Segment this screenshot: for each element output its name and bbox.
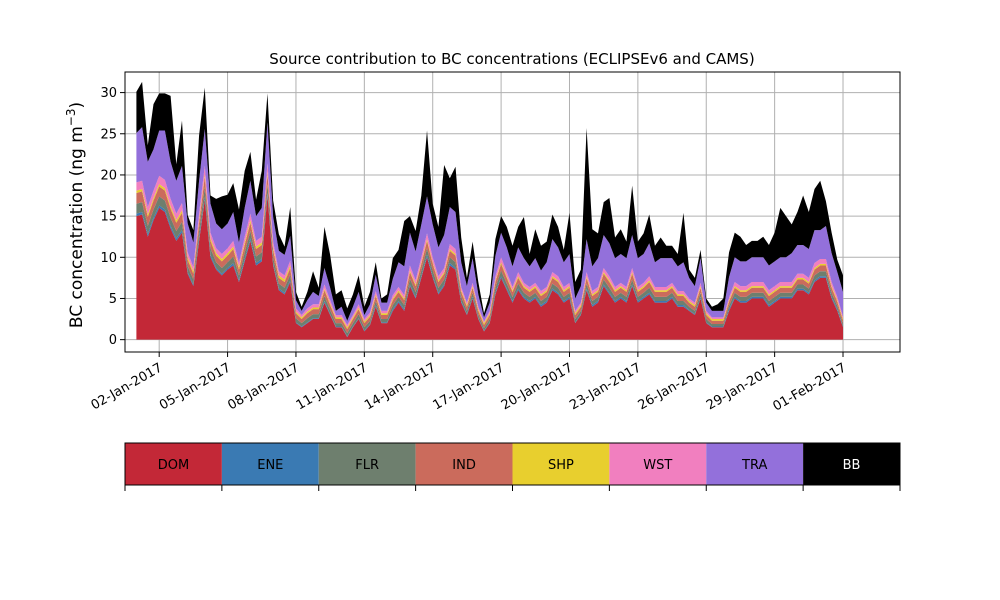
legend-swatch-shp — [512, 443, 610, 485]
x-tick-label: 08-Jan-2017 — [225, 360, 302, 413]
y-axis-label: BC concentration (ng m−3) — [64, 102, 87, 328]
x-tick-label: 29-Jan-2017 — [704, 360, 781, 413]
stacked-area-series — [136, 81, 844, 340]
y-tick-label: 15 — [100, 210, 117, 225]
legend-label-ind: IND — [452, 458, 476, 473]
y-axis-ticks: 0 5 10 15 20 25 30 — [100, 86, 125, 348]
y-tick-label: 5 — [109, 292, 117, 307]
area-series-dom — [136, 195, 844, 340]
y-tick-label: 25 — [100, 127, 117, 142]
y-tick-label: 10 — [100, 251, 117, 266]
y-tick-label: 30 — [100, 86, 117, 101]
x-tick-label: 26-Jan-2017 — [636, 360, 713, 413]
legend-swatch-dom — [125, 443, 222, 485]
legend-label-tra: TRA — [741, 458, 767, 473]
plot-frame — [124, 71, 901, 353]
area-series-flr — [136, 184, 844, 337]
y-axis-label-exponent: −3 — [64, 108, 78, 126]
area-series-tra — [136, 122, 844, 325]
x-tick-label: 05-Jan-2017 — [157, 360, 234, 413]
area-series-ind — [136, 174, 844, 334]
legend-swatch-flr — [318, 443, 416, 485]
legend-swatch-ene — [221, 443, 319, 485]
x-tick-label: 14-Jan-2017 — [362, 360, 439, 413]
x-tick-label: 20-Jan-2017 — [499, 360, 576, 413]
x-tick-label: 11-Jan-2017 — [294, 360, 371, 413]
legend-label-bb: BB — [843, 458, 861, 473]
x-tick-label: 02-Jan-2017 — [89, 360, 166, 413]
legend-swatch-tra — [706, 443, 804, 485]
y-axis-label-close: ) — [67, 102, 87, 109]
legend-swatch-wst — [609, 443, 707, 485]
legend-label-wst: WST — [643, 458, 672, 473]
x-tick-label: 23-Jan-2017 — [567, 360, 644, 413]
legend-label-shp: SHP — [548, 458, 574, 473]
y-tick-label: 20 — [100, 168, 117, 183]
x-tick-label: 01-Feb-2017 — [770, 360, 849, 414]
y-tick-label: 0 — [109, 333, 117, 348]
x-tick-label: 17-Jan-2017 — [431, 360, 508, 413]
legend-swatch-bb — [803, 443, 900, 485]
legend-colorbar: DOM ENE FLR IND SHP WST TRA BB — [124, 442, 901, 491]
x-axis-ticks: 02-Jan-201705-Jan-201708-Jan-201711-Jan-… — [89, 352, 849, 414]
area-series-ene — [136, 193, 844, 338]
chart-title: Source contribution to BC concentrations… — [269, 50, 754, 68]
y-axis-label-main: BC concentration (ng m — [67, 126, 87, 328]
legend-label-ene: ENE — [257, 458, 283, 473]
legend-swatch-ind — [415, 443, 513, 485]
legend-label-flr: FLR — [355, 458, 379, 473]
legend-label-dom: DOM — [158, 458, 189, 473]
